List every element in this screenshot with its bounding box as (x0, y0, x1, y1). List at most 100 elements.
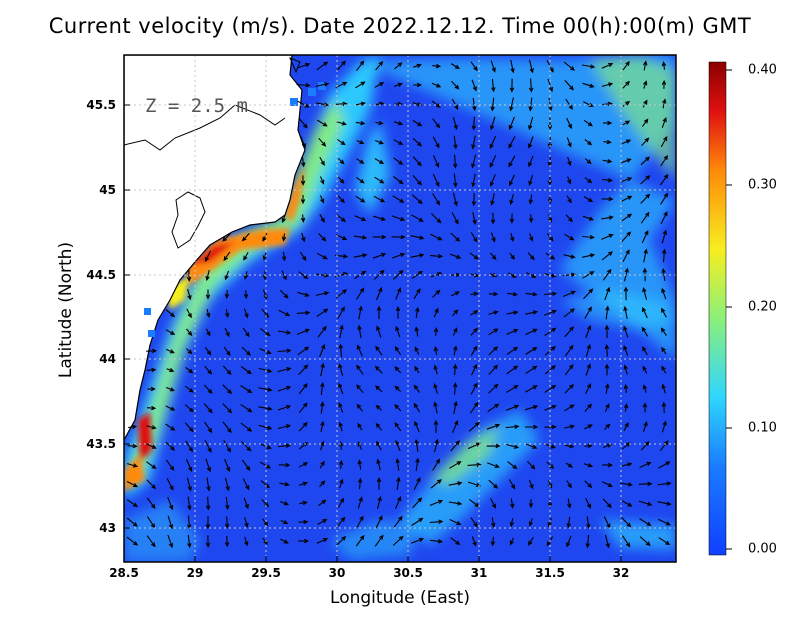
velocity-arrow (642, 306, 648, 319)
velocity-arrow (296, 83, 311, 88)
velocity-arrow (471, 363, 478, 376)
velocity-arrow (394, 385, 401, 392)
velocity-arrow (528, 155, 534, 168)
velocity-arrow (490, 517, 496, 528)
y-tick-label: 43 (99, 521, 116, 535)
velocity-arrow (452, 382, 458, 395)
velocity-arrow (298, 462, 309, 468)
velocity-arrow (566, 516, 571, 529)
velocity-arrow (300, 214, 306, 223)
velocity-arrow (581, 253, 596, 258)
velocity-arrow (544, 405, 557, 411)
velocity-arrow (623, 305, 628, 320)
velocity-arrow (335, 234, 348, 240)
velocity-arrow (393, 157, 404, 165)
velocity-arrow (374, 385, 383, 393)
velocity-arrow (548, 214, 553, 223)
velocity-arrow (414, 346, 420, 355)
velocity-arrow (184, 404, 194, 413)
velocity-arrow (432, 458, 441, 471)
velocity-arrow (640, 193, 651, 204)
velocity-arrow (224, 458, 231, 473)
velocity-arrow (259, 461, 271, 469)
velocity-arrow (357, 459, 363, 470)
velocity-arrow (658, 537, 671, 546)
velocity-arrow (509, 193, 514, 206)
velocity-arrow (486, 423, 501, 430)
velocity-arrow (128, 424, 138, 430)
velocity-arrow (374, 365, 383, 374)
land-mass (124, 55, 306, 441)
velocity-arrow (470, 61, 478, 72)
velocity-arrow (393, 121, 404, 126)
velocity-arrow (395, 458, 400, 471)
velocity-arrow (415, 306, 420, 319)
velocity-arrow (205, 535, 211, 548)
velocity-arrow (643, 248, 648, 263)
velocity-arrow (373, 195, 386, 203)
velocity-arrow (355, 195, 366, 203)
velocity-arrow (660, 327, 667, 336)
velocity-arrow (280, 501, 289, 506)
velocity-arrow (165, 405, 176, 411)
velocity-arrow (223, 251, 231, 262)
velocity-arrow (563, 61, 575, 71)
velocity-arrow (374, 139, 384, 145)
velocity-arrow (320, 362, 325, 377)
velocity-arrow (509, 97, 514, 112)
velocity-arrow (450, 232, 461, 242)
velocity-arrow (470, 291, 479, 297)
velocity-arrow (319, 343, 326, 358)
velocity-arrow (224, 516, 230, 529)
velocity-arrow (566, 137, 572, 148)
velocity-arrow (642, 365, 648, 374)
velocity-arrow (602, 120, 613, 126)
velocity-arrow (374, 534, 384, 547)
velocity-arrow (566, 535, 572, 548)
velocity-arrow (527, 136, 534, 149)
velocity-arrow (601, 63, 614, 69)
velocity-arrow (339, 324, 344, 339)
velocity-arrow (449, 253, 462, 259)
velocity-arrow (661, 365, 667, 374)
velocity-arrow (374, 158, 385, 165)
velocity-arrow (490, 232, 496, 243)
velocity-arrow (298, 519, 309, 525)
velocity-arrow (396, 476, 401, 491)
velocity-arrow (490, 212, 496, 225)
velocity-arrow (528, 116, 534, 131)
velocity-arrow (659, 440, 669, 452)
lagoon-outline (171, 191, 206, 249)
velocity-arrow (660, 192, 669, 205)
velocity-arrow (317, 325, 327, 338)
velocity-arrow (204, 440, 212, 453)
velocity-arrow (224, 477, 230, 492)
velocity-arrow (165, 309, 176, 318)
velocity-arrow (165, 348, 175, 354)
velocity-arrow (604, 344, 610, 357)
velocity-arrow (601, 233, 614, 240)
velocity-arrow (205, 496, 211, 511)
velocity-arrow (356, 287, 365, 300)
velocity-arrow (620, 195, 633, 203)
y-axis-label: Latitude (North) (56, 241, 76, 379)
velocity-arrow (277, 367, 292, 373)
velocity-arrow (393, 515, 403, 528)
velocity-arrow (299, 500, 308, 506)
velocity-arrow (548, 97, 553, 112)
velocity-arrow (241, 441, 252, 452)
velocity-arrow (470, 310, 479, 316)
velocity-arrow (297, 291, 310, 297)
axis-ticks (123, 104, 622, 562)
velocity-arrow (431, 100, 441, 108)
velocity-arrow (490, 97, 495, 112)
velocity-arrow (430, 479, 442, 489)
velocity-arrow (452, 309, 459, 317)
velocity-arrow (296, 62, 311, 69)
velocity-arrow (601, 196, 614, 202)
velocity-arrow (297, 346, 310, 356)
velocity-arrow (205, 328, 211, 337)
velocity-arrow (564, 443, 575, 449)
velocity-arrow (205, 269, 210, 282)
velocity-arrow (452, 117, 458, 131)
